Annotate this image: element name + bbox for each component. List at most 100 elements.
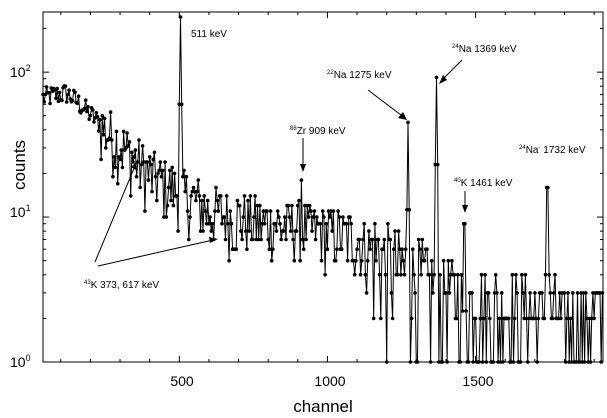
data-point [412, 272, 416, 277]
data-point [101, 132, 106, 137]
data-point [542, 316, 547, 321]
data-point [312, 209, 317, 213]
data-point [360, 258, 364, 263]
data-point [189, 194, 193, 198]
data-point [486, 291, 491, 295]
data-point [131, 160, 135, 164]
data-point [168, 168, 172, 173]
data-point [176, 229, 180, 233]
data-point [348, 215, 352, 219]
svg-text:102: 102 [10, 63, 31, 80]
data-point [73, 90, 77, 95]
data-point [200, 198, 204, 203]
data-point [333, 258, 338, 263]
data-point [379, 316, 383, 321]
data-point [150, 189, 154, 194]
data-point [98, 117, 102, 122]
data-point [153, 174, 158, 179]
data-point [479, 272, 484, 277]
data-point [299, 178, 304, 182]
data-point [245, 247, 249, 251]
data-point [169, 198, 173, 203]
data-point [373, 221, 377, 226]
data-point [163, 160, 167, 164]
svg-text:101: 101 [10, 203, 31, 220]
data-point [339, 247, 344, 251]
data-point [438, 272, 442, 277]
data-point [463, 221, 467, 226]
data-point [248, 194, 253, 198]
data-point [432, 272, 436, 277]
data-point [460, 309, 465, 313]
data-point [395, 272, 400, 277]
annotation-na24-1369: 24Na 1369 keV [439, 44, 517, 84]
data-point [228, 209, 233, 213]
data-point [57, 90, 62, 95]
data-point [400, 247, 404, 251]
data-point [553, 272, 557, 277]
data-point [114, 129, 119, 134]
data-point [273, 221, 278, 226]
annotation-511: 511 keV [191, 29, 227, 40]
data-point [330, 229, 335, 233]
data-point [125, 131, 129, 135]
data-point [290, 203, 294, 208]
data-point [137, 138, 141, 142]
data-point [381, 247, 385, 251]
data-point [91, 108, 95, 112]
data-point [288, 229, 293, 233]
data-point [374, 258, 378, 263]
data-point [63, 84, 68, 88]
data-point [345, 258, 350, 263]
data-point [497, 316, 502, 321]
data-point [202, 194, 206, 198]
data-point [310, 229, 314, 233]
data-point [55, 86, 59, 91]
data-point [164, 215, 169, 219]
data-point [389, 291, 394, 295]
data-point [247, 229, 251, 233]
data-point [296, 203, 300, 208]
data-point [234, 247, 238, 251]
data-point [191, 185, 196, 190]
data-point [96, 129, 101, 133]
data-point [402, 272, 407, 277]
data-point [219, 194, 223, 198]
y-tick-label-10: 101 [10, 203, 31, 220]
svg-text:88Zr 909 keV: 88Zr 909 keV [290, 126, 346, 137]
data-point [409, 316, 414, 321]
data-point [172, 171, 177, 176]
data-point [434, 75, 439, 80]
data-point [354, 258, 358, 263]
data-point [283, 215, 287, 219]
data-point [355, 247, 359, 251]
data-point [550, 316, 555, 321]
data-point [315, 215, 319, 219]
data-point [403, 247, 408, 251]
x-axis-title: channel [293, 397, 353, 416]
data-point [407, 207, 412, 212]
data-point [322, 215, 326, 219]
data-point [323, 272, 327, 277]
data-point [205, 198, 210, 203]
data-point [100, 114, 105, 118]
data-point [152, 150, 157, 155]
data-point [271, 247, 275, 251]
data-point [368, 247, 372, 251]
data-point [300, 237, 305, 242]
data-point [166, 185, 171, 190]
data-point [287, 215, 292, 219]
data-point [145, 160, 150, 164]
data-point [251, 237, 255, 242]
data-point [528, 291, 532, 295]
data-point [284, 237, 288, 242]
data-point [362, 221, 367, 226]
data-point [520, 272, 524, 277]
data-point [319, 258, 324, 263]
data-point [99, 157, 103, 162]
data-point [575, 291, 580, 295]
data-point [416, 237, 421, 242]
data-point [386, 221, 390, 226]
data-point [126, 144, 131, 148]
data-point [444, 291, 448, 295]
